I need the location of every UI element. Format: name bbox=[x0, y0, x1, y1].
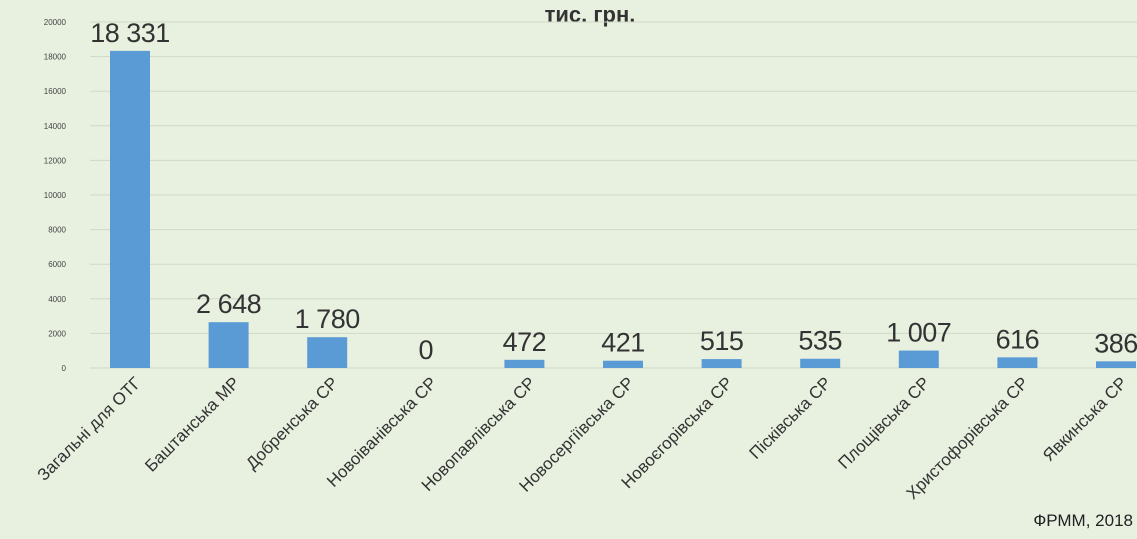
source-label: ФРММ, 2018 bbox=[1033, 511, 1133, 530]
bar bbox=[701, 359, 742, 368]
category-label: Добренська СР bbox=[242, 373, 342, 473]
bar bbox=[208, 322, 249, 368]
data-label: 1 780 bbox=[295, 304, 360, 334]
category-label: Площівська СР bbox=[834, 373, 933, 472]
bar bbox=[307, 337, 348, 368]
data-label: 421 bbox=[601, 328, 645, 358]
bar bbox=[504, 359, 545, 368]
y-tick-label: 14000 bbox=[44, 122, 67, 131]
category-label: Загальні для ОТГ bbox=[34, 373, 145, 484]
data-label: 616 bbox=[996, 324, 1040, 354]
y-tick-label: 20000 bbox=[44, 18, 67, 27]
y-tick-label: 6000 bbox=[48, 260, 66, 269]
y-tick-label: 18000 bbox=[44, 53, 67, 62]
y-tick-label: 16000 bbox=[44, 87, 67, 96]
bar bbox=[997, 357, 1038, 368]
data-label: 472 bbox=[503, 327, 547, 357]
data-label: 0 bbox=[419, 335, 434, 365]
bar bbox=[1096, 361, 1136, 368]
y-tick-label: 8000 bbox=[48, 226, 66, 235]
data-label: 1 007 bbox=[886, 318, 951, 348]
category-label: Новоіванівська СР bbox=[323, 373, 440, 490]
data-label: 2 648 bbox=[196, 289, 261, 319]
y-tick-label: 4000 bbox=[48, 295, 66, 304]
y-tick-label: 12000 bbox=[44, 156, 67, 165]
y-tick-label: 2000 bbox=[48, 329, 66, 338]
bar bbox=[110, 50, 150, 369]
y-tick-label: 0 bbox=[62, 364, 67, 373]
category-label: Баштанська МР bbox=[141, 373, 243, 475]
bar bbox=[800, 358, 841, 368]
chart-title: тис. грн. bbox=[544, 2, 636, 27]
bar bbox=[603, 360, 643, 368]
category-label: Новоєгорівська СР bbox=[618, 373, 737, 492]
data-label: 535 bbox=[798, 326, 842, 356]
data-label: 386 bbox=[1094, 328, 1137, 358]
y-tick-label: 10000 bbox=[44, 191, 67, 200]
category-label: Пісківська СР bbox=[746, 373, 835, 462]
data-label: 515 bbox=[700, 326, 744, 356]
category-label: Явкинська СР bbox=[1039, 373, 1131, 465]
bar bbox=[898, 350, 939, 368]
data-label: 18 331 bbox=[90, 18, 170, 48]
